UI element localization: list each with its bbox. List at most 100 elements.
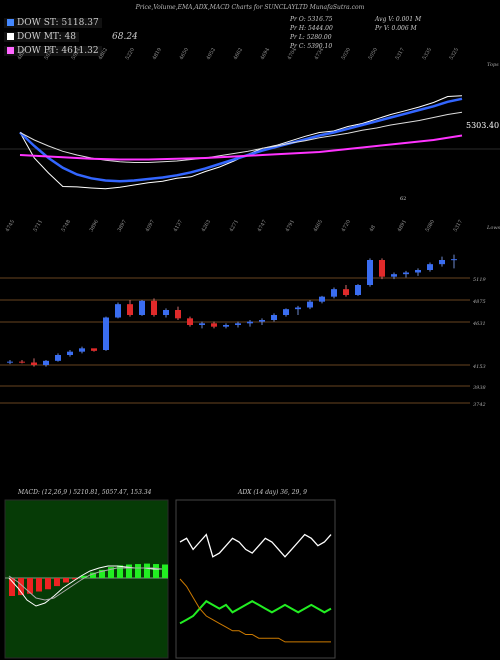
info-high: Pr H: 5444.00 [290, 25, 333, 32]
low-mark-label: 4097 [145, 219, 157, 233]
candle-body [355, 285, 361, 295]
macd-histogram-bar [99, 569, 105, 578]
low-mark-label: 3897 [117, 219, 129, 233]
top-mark-label: 4862 [98, 47, 110, 61]
candle-body [307, 301, 313, 308]
price-tick-label: 4153 [472, 364, 486, 370]
candle-body [403, 272, 409, 275]
candle-body [235, 323, 241, 325]
candle-body [67, 351, 73, 355]
candle-body [451, 259, 457, 261]
ema-value-label: 5303.40 [466, 121, 499, 130]
candle-body [319, 296, 325, 302]
info-volume: Pr V: 0.006 M [375, 25, 417, 32]
low-mark-label: 48 [369, 224, 377, 233]
low-mark-label: 4891 [397, 219, 409, 233]
candle-body [91, 348, 97, 351]
macd-histogram-bar [18, 578, 24, 596]
candle-body [43, 360, 49, 365]
candle-body [367, 260, 373, 285]
info-avg-volume: Avg V: 0.001 M [375, 16, 422, 23]
legend-dow-pt: DOW PT: 4611.32 [4, 46, 102, 56]
candle-body [379, 260, 385, 277]
macd-histogram-bar [162, 564, 168, 578]
candle-body [331, 289, 337, 297]
candle-body [343, 289, 349, 295]
macd-signal-line [8, 567, 163, 601]
top-mark-label: 4819 [152, 47, 164, 61]
candle-body [391, 274, 397, 277]
top-mark-label: 4952 [206, 47, 218, 61]
top-mark-label: 4704 [287, 47, 299, 61]
candle-body [211, 323, 217, 327]
legend-extra: 68.24 [112, 32, 138, 42]
candle-body [175, 310, 181, 319]
candle-body [163, 310, 169, 315]
price-tick-label: 3938 [473, 385, 486, 391]
macd-header: MACD: (12,26,9 ) 5210.81, 5057.47, 153.3… [17, 489, 152, 496]
top-mark-label: 4662 [233, 47, 245, 61]
price-tick-label: 4875 [472, 299, 486, 305]
candle-body [151, 300, 157, 315]
macd-histogram-bar [108, 567, 114, 578]
candle-body [427, 264, 433, 270]
candle-body [295, 307, 301, 310]
candle-body [259, 320, 265, 322]
ema-line-dow-st [19, 97, 463, 183]
top-mark-label: 5317 [395, 47, 407, 61]
price-tick-label: 4631 [472, 321, 486, 327]
macd-histogram-bar [9, 578, 15, 596]
candle-body [223, 325, 229, 327]
macd-histogram-bar [72, 578, 78, 580]
macd-histogram-bar [45, 578, 51, 590]
top-mark-label: 5030 [341, 47, 353, 61]
candle-body [127, 304, 133, 315]
chart-header: Price,Volume,EMA,ADX,MACD Charts for SUN… [135, 4, 365, 11]
macd-histogram-bar [117, 565, 123, 578]
price-tick-label: 5119 [473, 277, 487, 283]
lows-label: Lows [486, 225, 500, 231]
macd-histogram-bar [144, 563, 150, 578]
macd-histogram-bar [153, 564, 159, 578]
low-mark-label: 4137 [173, 219, 185, 233]
top-mark-label: 4734 [314, 47, 326, 61]
adx-header: ADX (14 day) 36, 29, 9 [237, 489, 307, 496]
tops-label: Tops [487, 62, 499, 68]
low-mark-label: 3896 [89, 219, 101, 233]
macd-histogram-bar [36, 578, 42, 592]
macd-histogram-bar [135, 564, 141, 578]
macd-histogram-bar [126, 564, 132, 578]
low-mark-label: 5317 [453, 219, 465, 233]
top-mark-label: 5050 [368, 47, 380, 61]
adx-panel [175, 499, 336, 659]
macd-histogram-bar [27, 578, 33, 594]
ema-line-dow-mt [19, 111, 463, 163]
candle-body [271, 315, 277, 320]
candle-body [415, 270, 421, 273]
adx-series-minus-di [179, 578, 331, 643]
candle-body [115, 304, 121, 318]
top-mark-label: 4824 [17, 47, 29, 61]
candle-body [439, 260, 445, 265]
macd-histogram-bar [54, 578, 60, 587]
small-label-62: 62 [400, 196, 406, 202]
low-mark-label: 4720 [341, 219, 353, 233]
top-mark-label: 5325 [449, 47, 461, 61]
low-mark-label: 5748 [61, 219, 73, 233]
top-mark-label: 5024 [71, 47, 83, 61]
price-line [19, 95, 463, 190]
candle-body [199, 323, 205, 325]
low-mark-label: 4263 [201, 219, 213, 233]
low-mark-label: 4271 [229, 219, 241, 233]
candle-body [187, 318, 193, 325]
price-tick-label: 3742 [473, 402, 486, 408]
candle-body [19, 361, 25, 363]
legend-dow-mt: DOW MT: 48 [4, 32, 79, 42]
legend-dow-st: DOW ST: 5118.37 [4, 18, 102, 28]
low-mark-label: 5080 [425, 219, 437, 233]
low-mark-label: 5711 [33, 219, 45, 233]
adx-series-adx [179, 533, 332, 558]
low-mark-label: 4665 [313, 219, 325, 233]
candle-body [103, 317, 109, 350]
low-mark-label: 4791 [285, 219, 297, 233]
